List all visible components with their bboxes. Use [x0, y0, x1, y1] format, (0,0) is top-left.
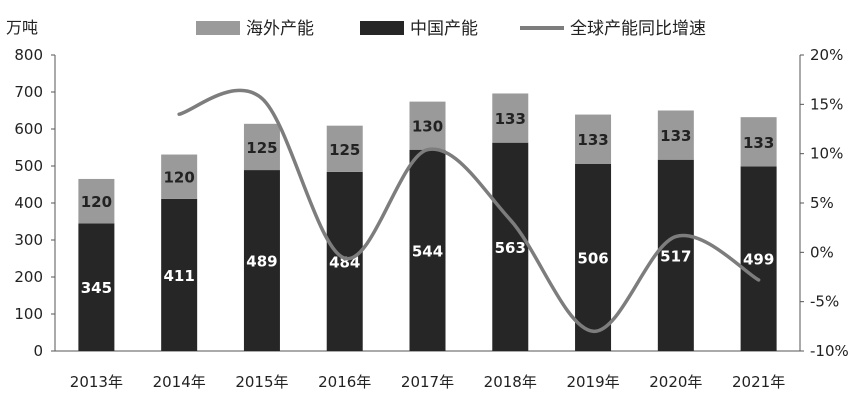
bar-china-capacity: [657, 159, 694, 351]
bar-china-capacity: [575, 163, 612, 351]
left-tick-label: 800: [14, 46, 43, 64]
data-label-overseas: 133: [577, 131, 608, 149]
data-label-china: 499: [743, 251, 774, 269]
right-tick-label: 20%: [810, 46, 843, 64]
legend-china-swatch: [360, 21, 404, 35]
bar-china-capacity: [161, 198, 198, 351]
left-tick-label: 600: [14, 120, 43, 138]
bar-overseas-capacity: [492, 93, 529, 143]
data-label-china: 544: [412, 242, 443, 260]
right-tick-label: -5%: [810, 293, 839, 311]
right-tick-label: 10%: [810, 145, 843, 163]
left-tick-label: 0: [33, 342, 43, 360]
right-tick-label: -10%: [810, 342, 849, 360]
bar-overseas-capacity: [740, 117, 777, 167]
bar-china-capacity: [409, 149, 446, 351]
data-label-overseas: 120: [81, 193, 112, 211]
bar-overseas-capacity: [78, 178, 115, 224]
right-tick-label: 0%: [810, 243, 834, 261]
bar-china-capacity: [243, 170, 280, 351]
data-label-china: 411: [164, 267, 195, 285]
bar-overseas-capacity: [409, 101, 446, 150]
right-tick-label: 5%: [810, 194, 834, 212]
x-tick-label: 2013年: [70, 373, 123, 391]
axes: 0 100 200 300 400 500 600 700 800 -10% -5% 0% 5% 10% 1…: [14, 46, 848, 391]
bar-overseas-capacity: [243, 123, 280, 171]
data-label-overseas: 133: [660, 127, 691, 145]
x-tick-label: 2015年: [235, 373, 288, 391]
legend-overseas-swatch: [196, 21, 240, 35]
bar-overseas-capacity: [326, 125, 363, 172]
data-label-overseas: 130: [412, 118, 443, 136]
legend-growth-label: 全球产能同比增速: [570, 19, 706, 39]
legend-china-label: 中国产能: [410, 19, 478, 39]
left-tick-label: 300: [14, 231, 43, 249]
data-label-overseas: 125: [246, 139, 277, 157]
right-tick-label: 15%: [810, 95, 843, 113]
bar-china-capacity: [492, 142, 529, 351]
data-label-china: 489: [246, 253, 277, 271]
data-label-overseas: 125: [329, 141, 360, 159]
x-tick-label: 2018年: [484, 373, 537, 391]
data-label-overseas: 120: [164, 169, 195, 187]
y-unit-label: 万吨: [6, 18, 38, 37]
left-tick-label: 700: [14, 83, 43, 101]
data-label-overseas: 133: [743, 134, 774, 152]
x-tick-label: 2014年: [153, 373, 206, 391]
left-tick-label: 400: [14, 194, 43, 212]
data-label-china: 345: [81, 279, 112, 297]
growth-line-path: [177, 88, 761, 334]
data-label-china: 506: [577, 249, 608, 267]
x-tick-label: 2021年: [732, 373, 785, 391]
x-tick-label: 2017年: [401, 373, 454, 391]
x-tick-label: 2019年: [566, 373, 619, 391]
bar-overseas-capacity: [575, 114, 612, 164]
growth-line: [177, 88, 761, 334]
left-tick-label: 500: [14, 157, 43, 175]
x-tick-label: 2020年: [649, 373, 702, 391]
bars: 3451204111204891254841255441305631335061…: [78, 93, 777, 351]
bar-overseas-capacity: [657, 110, 694, 160]
bar-china-capacity: [78, 223, 115, 351]
data-label-china: 563: [495, 239, 526, 257]
left-tick-label: 200: [14, 268, 43, 286]
legend: 海外产能 中国产能 全球产能同比增速: [196, 19, 706, 39]
bar-china-capacity: [740, 166, 777, 351]
x-tick-label: 2016年: [318, 373, 371, 391]
left-tick-label: 100: [14, 305, 43, 323]
bar-china-capacity: [326, 171, 363, 351]
bar-overseas-capacity: [161, 154, 198, 199]
legend-overseas-label: 海外产能: [246, 19, 314, 39]
data-label-overseas: 133: [495, 110, 526, 128]
data-label-china: 517: [660, 247, 691, 265]
